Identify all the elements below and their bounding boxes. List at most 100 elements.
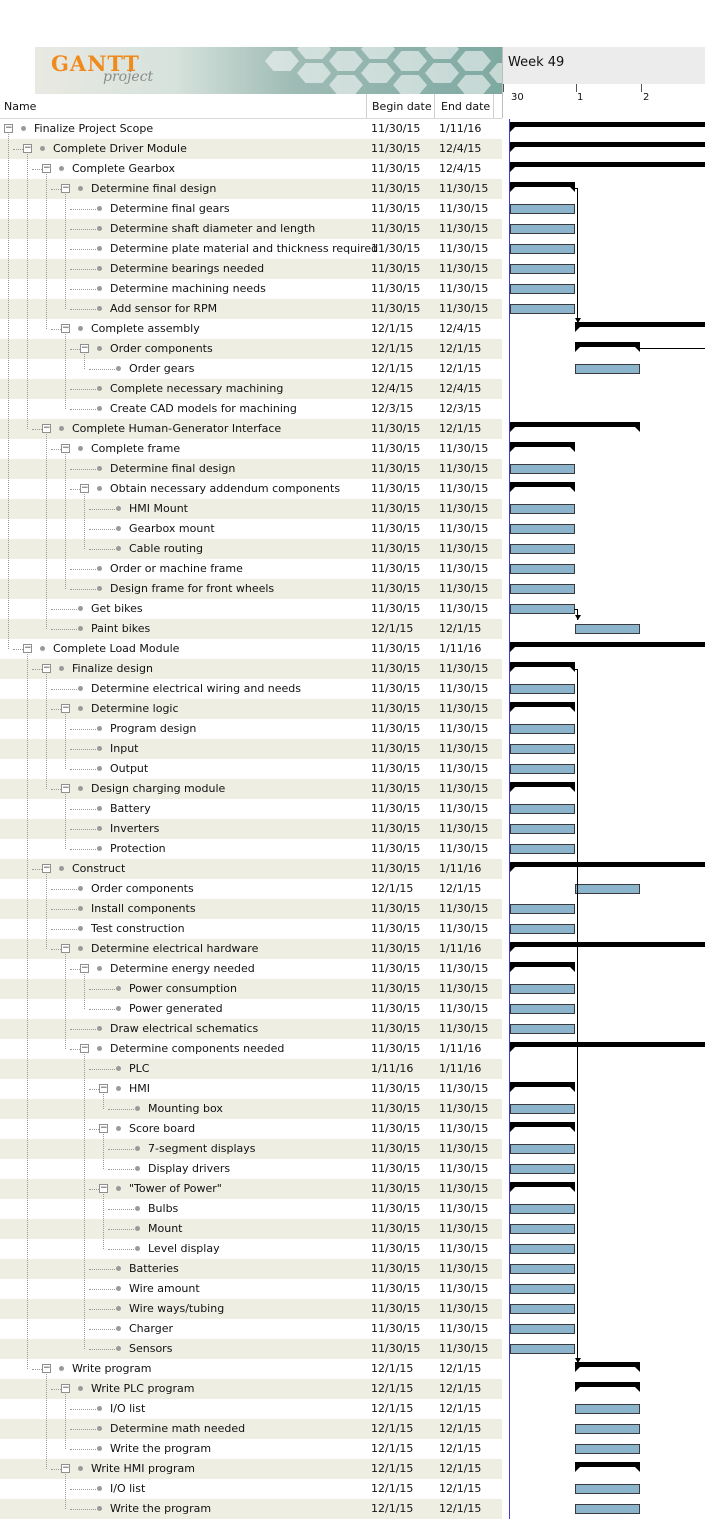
task-name[interactable]: Finalize design [72,662,153,675]
task-begin-date[interactable]: 11/30/15 [371,702,421,715]
task-begin-date[interactable]: 11/30/15 [371,602,421,615]
task-bar[interactable] [510,1344,575,1354]
task-end-date[interactable]: 11/30/15 [439,822,489,835]
task-row[interactable]: − Construct 11/30/15 1/11/16 [0,859,705,879]
task-begin-date[interactable]: 11/30/15 [371,1242,421,1255]
task-row[interactable]: − Finalize design 11/30/15 11/30/15 [0,659,705,679]
summary-bar[interactable] [510,942,705,952]
task-name[interactable]: Determine plate material and thickness r… [110,242,379,255]
task-name[interactable]: Determine math needed [110,1422,246,1435]
summary-bar[interactable] [575,322,705,332]
task-end-date[interactable]: 11/30/15 [439,282,489,295]
task-end-date[interactable]: 11/30/15 [439,802,489,815]
task-row[interactable]: Add sensor for RPM 11/30/15 11/30/15 [0,299,705,319]
task-begin-date[interactable]: 11/30/15 [371,242,421,255]
task-end-date[interactable]: 12/1/15 [439,342,482,355]
task-name[interactable]: Determine electrical hardware [91,942,259,955]
task-row[interactable]: − Score board 11/30/15 11/30/15 [0,1119,705,1139]
task-begin-date[interactable]: 11/30/15 [371,582,421,595]
task-end-date[interactable]: 11/30/15 [439,1222,489,1235]
task-bar[interactable] [575,1444,640,1454]
task-end-date[interactable]: 11/30/15 [439,542,489,555]
task-name[interactable]: Gearbox mount [129,522,215,535]
task-end-date[interactable]: 11/30/15 [439,262,489,275]
task-begin-date[interactable]: 11/30/15 [371,822,421,835]
task-end-date[interactable]: 11/30/15 [439,1322,489,1335]
task-bar[interactable] [510,564,575,574]
task-row[interactable]: Order components 12/1/15 12/1/15 [0,879,705,899]
task-bar[interactable] [510,1144,575,1154]
task-begin-date[interactable]: 12/1/15 [371,1382,414,1395]
task-name[interactable]: Wire ways/tubing [129,1302,225,1315]
task-name[interactable]: Complete Human-Generator Interface [72,422,282,435]
task-row[interactable]: Write the program 12/1/15 12/1/15 [0,1499,705,1519]
task-name[interactable]: Protection [110,842,166,855]
task-end-date[interactable]: 11/30/15 [439,762,489,775]
task-row[interactable]: I/O list 12/1/15 12/1/15 [0,1479,705,1499]
task-end-date[interactable]: 11/30/15 [439,1142,489,1155]
task-name[interactable]: Complete Load Module [53,642,180,655]
task-name[interactable]: Mount [148,1222,183,1235]
task-name[interactable]: Determine shaft diameter and length [110,222,316,235]
task-begin-date[interactable]: 11/30/15 [371,1142,421,1155]
task-begin-date[interactable]: 11/30/15 [371,922,421,935]
collapse-toggle-icon[interactable]: − [23,143,32,153]
task-bar[interactable] [510,1244,575,1254]
task-row[interactable]: Complete necessary machining 12/4/15 12/4/… [0,379,705,399]
task-end-date[interactable]: 11/30/15 [439,482,489,495]
summary-bar[interactable] [575,1362,640,1372]
task-begin-date[interactable]: 12/3/15 [371,402,414,415]
task-begin-date[interactable]: 11/30/15 [371,682,421,695]
task-bar[interactable] [510,1004,575,1014]
task-begin-date[interactable]: 12/1/15 [371,362,414,375]
task-begin-date[interactable]: 11/30/15 [371,902,421,915]
task-begin-date[interactable]: 11/30/15 [371,222,421,235]
collapse-toggle-icon[interactable]: − [61,703,70,713]
task-end-date[interactable]: 11/30/15 [439,1122,489,1135]
task-name[interactable]: Wire amount [129,1282,200,1295]
task-row[interactable]: Output 11/30/15 11/30/15 [0,759,705,779]
task-end-date[interactable]: 11/30/15 [439,702,489,715]
summary-bar[interactable] [510,862,705,872]
summary-bar[interactable] [510,422,640,432]
task-row[interactable]: − Determine final design 11/30/15 11/30/15 [0,179,705,199]
task-begin-date[interactable]: 11/30/15 [371,462,421,475]
task-row[interactable]: − Write PLC program 12/1/15 12/1/15 [0,1379,705,1399]
collapse-toggle-icon[interactable]: − [80,483,89,493]
task-name[interactable]: Paint bikes [91,622,151,635]
task-row[interactable]: Level display 11/30/15 11/30/15 [0,1239,705,1259]
task-end-date[interactable]: 11/30/15 [439,842,489,855]
task-row[interactable]: − Complete assembly 12/1/15 12/4/15 [0,319,705,339]
task-end-date[interactable]: 11/30/15 [439,1162,489,1175]
task-end-date[interactable]: 12/1/15 [439,1362,482,1375]
task-name[interactable]: Complete assembly [91,322,200,335]
task-end-date[interactable]: 11/30/15 [439,962,489,975]
task-row[interactable]: Charger 11/30/15 11/30/15 [0,1319,705,1339]
task-begin-date[interactable]: 11/30/15 [371,502,421,515]
task-end-date[interactable]: 12/4/15 [439,162,482,175]
task-bar[interactable] [510,744,575,754]
task-begin-date[interactable]: 12/1/15 [371,622,414,635]
task-begin-date[interactable]: 12/1/15 [371,1422,414,1435]
task-name[interactable]: Determine logic [91,702,179,715]
task-begin-date[interactable]: 12/4/15 [371,382,414,395]
task-end-date[interactable]: 11/30/15 [439,682,489,695]
task-begin-date[interactable]: 11/30/15 [371,1022,421,1035]
task-end-date[interactable]: 12/3/15 [439,402,482,415]
task-begin-date[interactable]: 11/30/15 [371,282,421,295]
task-name[interactable]: Level display [148,1242,220,1255]
task-bar[interactable] [510,544,575,554]
task-row[interactable]: Wire amount 11/30/15 11/30/15 [0,1279,705,1299]
collapse-toggle-icon[interactable]: − [61,1463,70,1473]
task-row[interactable]: − Complete frame 11/30/15 11/30/15 [0,439,705,459]
task-name[interactable]: Determine energy needed [110,962,255,975]
task-bar[interactable] [575,364,640,374]
task-begin-date[interactable]: 11/30/15 [371,1282,421,1295]
task-begin-date[interactable]: 11/30/15 [371,1102,421,1115]
task-name[interactable]: Determine machining needs [110,282,266,295]
task-bar[interactable] [510,504,575,514]
task-row[interactable]: Bulbs 11/30/15 11/30/15 [0,1199,705,1219]
task-end-date[interactable]: 11/30/15 [439,722,489,735]
task-begin-date[interactable]: 11/30/15 [371,1122,421,1135]
task-bar[interactable] [510,984,575,994]
